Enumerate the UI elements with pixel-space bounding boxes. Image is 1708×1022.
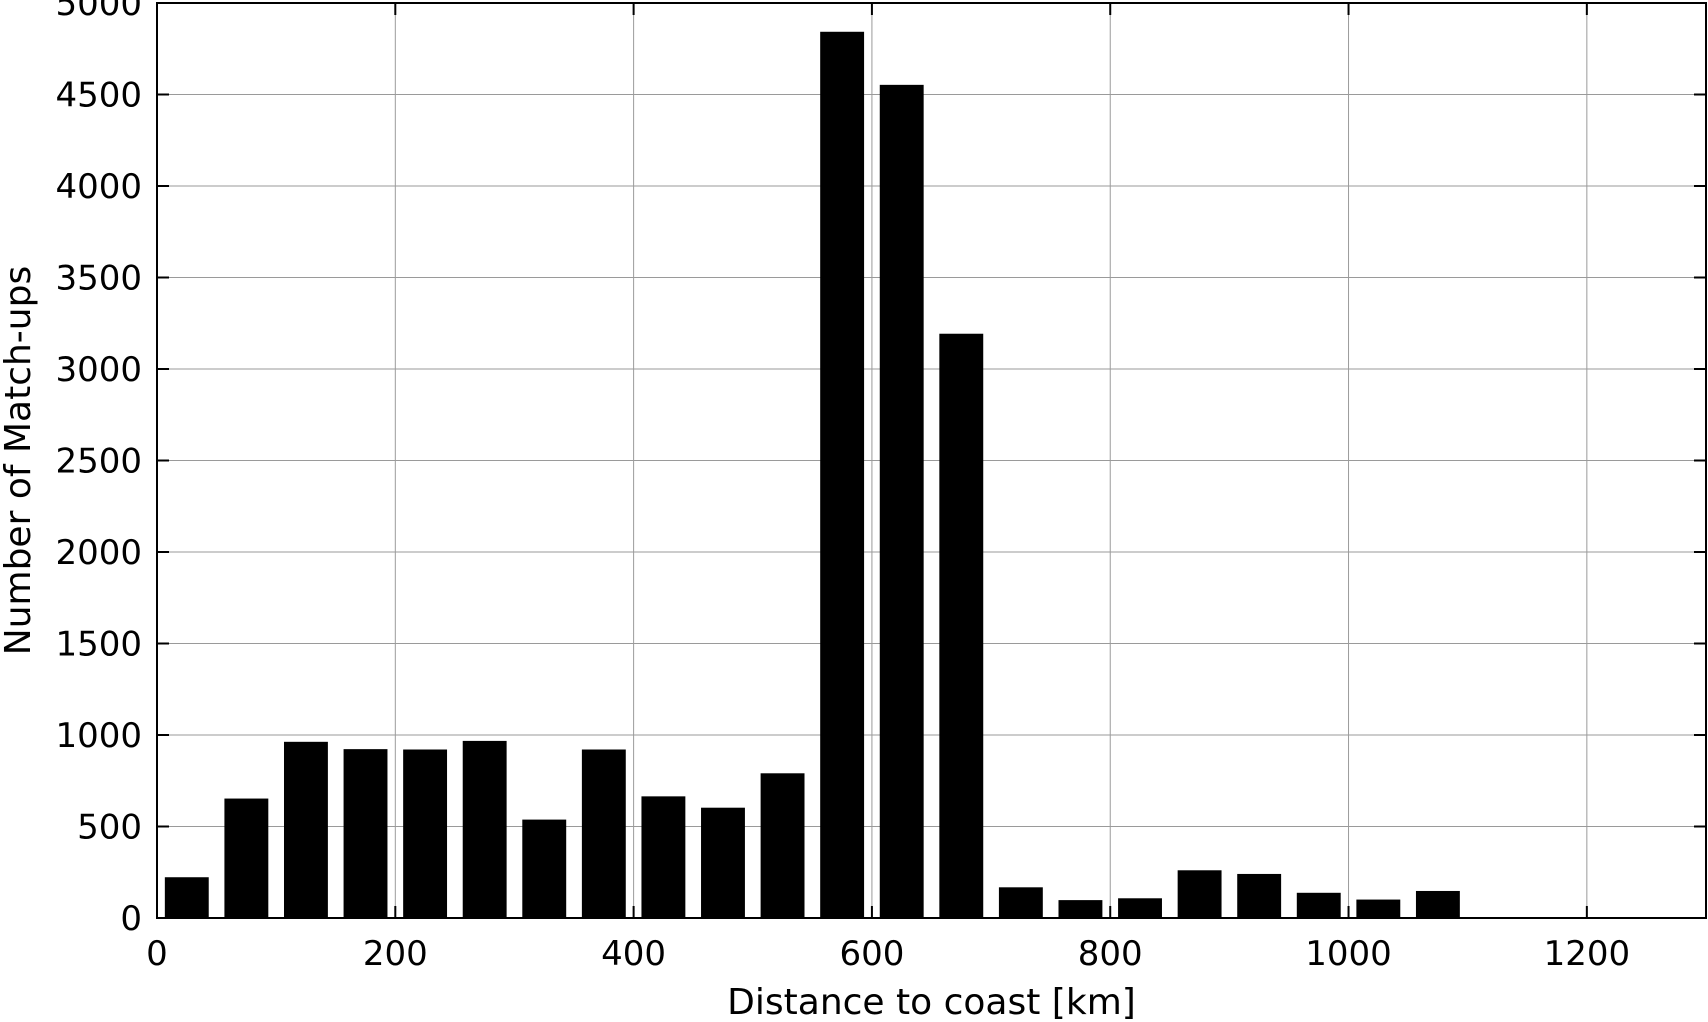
y-tick-label: 4000 <box>55 167 142 207</box>
histogram-bar <box>1177 870 1222 919</box>
histogram-bar <box>760 773 805 919</box>
y-tick-label: 1000 <box>55 716 142 756</box>
histogram-bar <box>641 796 686 919</box>
ticks <box>156 2 1706 919</box>
histogram-bar <box>403 749 448 919</box>
histogram-bar <box>164 877 209 919</box>
y-tick-label: 2000 <box>55 533 142 573</box>
x-tick-label: 400 <box>601 934 666 974</box>
histogram-bar <box>283 741 328 919</box>
y-tick-label: 1500 <box>55 625 142 665</box>
histogram-bar <box>1415 890 1460 919</box>
histogram-bar <box>820 31 865 919</box>
y-axis-label: Number of Match-ups <box>0 266 39 655</box>
y-tick-label: 4500 <box>55 76 142 116</box>
histogram-bar <box>462 740 507 919</box>
y-tick-label: 3000 <box>55 350 142 390</box>
histogram-bar <box>939 333 984 919</box>
histogram-bar <box>1356 899 1401 919</box>
x-tick-labels: 0 200 400 600 800 1000 1200 <box>146 934 1630 974</box>
histogram-bar <box>1118 898 1162 919</box>
y-tick-label: 3500 <box>55 259 142 299</box>
y-tick-label: 0 <box>120 899 142 939</box>
histogram-bar <box>879 84 924 919</box>
y-tick-labels: 0 500 1000 1500 2000 2500 3000 3500 4000 4500 5000 <box>55 0 142 939</box>
histogram-bar <box>581 749 626 919</box>
histogram-bar <box>522 819 567 919</box>
histogram-bar <box>701 807 745 919</box>
histogram-bar <box>1237 873 1282 919</box>
bars <box>164 31 1460 919</box>
histogram-bar <box>1296 892 1341 919</box>
histogram-bar <box>998 887 1043 919</box>
y-tick-label: 2500 <box>55 442 142 482</box>
y-tick-label: 500 <box>77 808 142 848</box>
x-tick-label: 200 <box>363 934 428 974</box>
histogram-bar <box>343 749 388 919</box>
plot-frame <box>156 2 1707 919</box>
x-tick-label: 600 <box>839 934 904 974</box>
x-tick-label: 1000 <box>1305 934 1392 974</box>
x-tick-label: 0 <box>146 934 168 974</box>
x-tick-label: 800 <box>1078 934 1143 974</box>
histogram-bar <box>224 798 269 919</box>
x-tick-label: 1200 <box>1544 934 1631 974</box>
histogram-bar <box>1058 900 1103 919</box>
grid <box>156 2 1706 919</box>
y-tick-label: 5000 <box>55 0 142 24</box>
x-axis-label: Distance to coast [km] <box>727 982 1136 1022</box>
